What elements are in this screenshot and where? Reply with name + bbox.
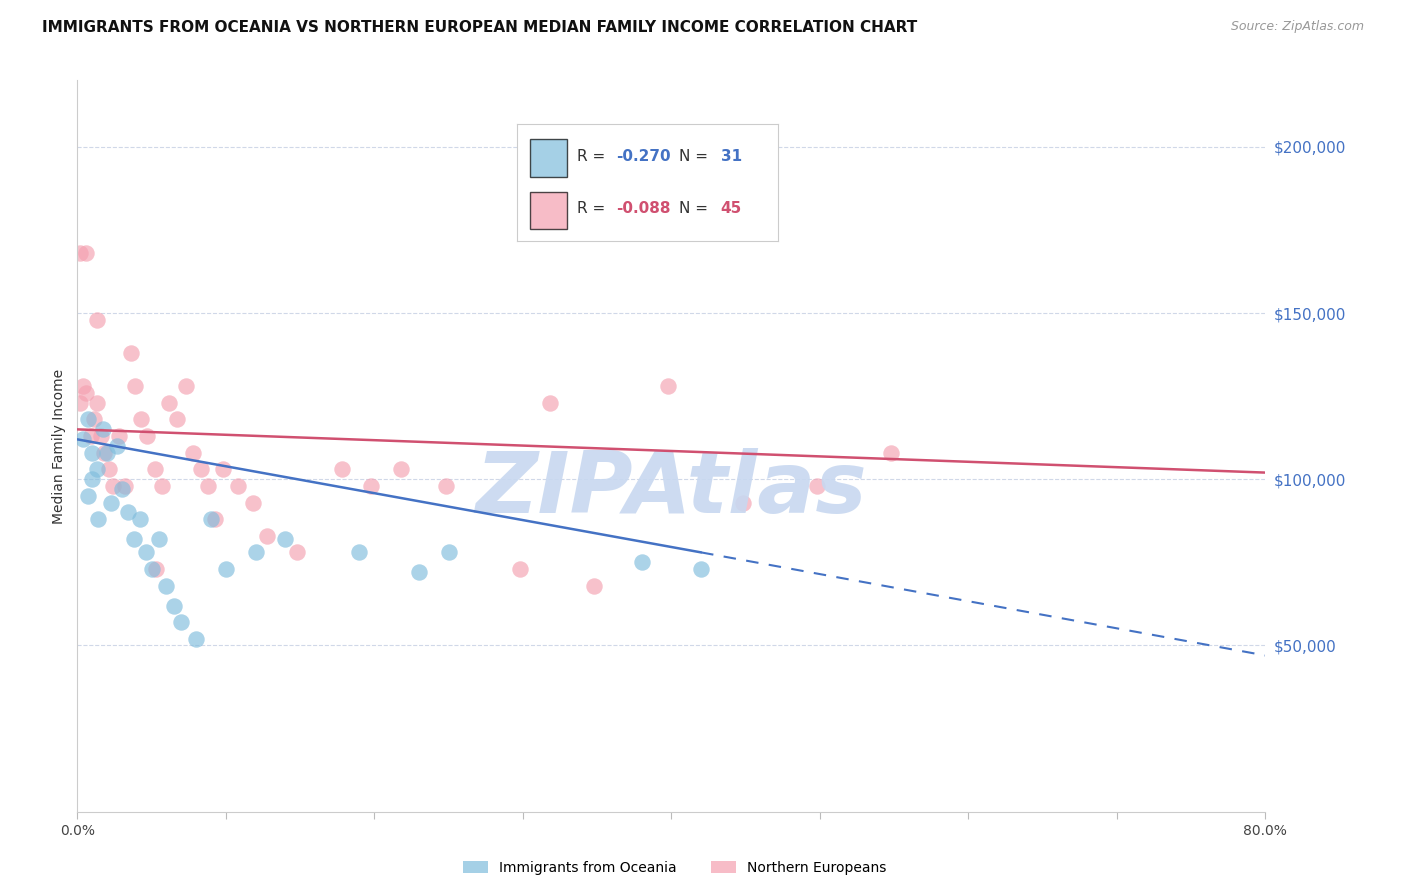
Point bbox=[215, 562, 238, 576]
Text: N =: N = bbox=[679, 150, 713, 164]
Point bbox=[389, 462, 412, 476]
Y-axis label: Median Family Income: Median Family Income bbox=[52, 368, 66, 524]
Point bbox=[806, 479, 828, 493]
Text: R =: R = bbox=[576, 150, 610, 164]
Point bbox=[91, 422, 114, 436]
Point bbox=[157, 396, 180, 410]
Point bbox=[69, 246, 91, 260]
Point bbox=[360, 479, 382, 493]
Text: IMMIGRANTS FROM OCEANIA VS NORTHERN EUROPEAN MEDIAN FAMILY INCOME CORRELATION CH: IMMIGRANTS FROM OCEANIA VS NORTHERN EURO… bbox=[42, 20, 918, 35]
Point bbox=[75, 246, 97, 260]
Point bbox=[120, 346, 142, 360]
Point bbox=[96, 445, 118, 459]
Point bbox=[509, 562, 531, 576]
Point bbox=[129, 412, 152, 426]
Point bbox=[69, 396, 91, 410]
Point bbox=[101, 479, 124, 493]
Point bbox=[330, 462, 353, 476]
Point bbox=[148, 532, 170, 546]
FancyBboxPatch shape bbox=[530, 139, 567, 177]
Point bbox=[437, 545, 460, 559]
Point bbox=[122, 532, 145, 546]
Point bbox=[583, 579, 606, 593]
Point bbox=[108, 429, 131, 443]
Point bbox=[170, 615, 193, 630]
Point bbox=[143, 462, 166, 476]
Point bbox=[72, 433, 94, 447]
Point bbox=[128, 512, 150, 526]
Point bbox=[181, 445, 204, 459]
Legend: Immigrants from Oceania, Northern Europeans: Immigrants from Oceania, Northern Europe… bbox=[457, 855, 893, 880]
Point bbox=[200, 512, 222, 526]
Point bbox=[155, 579, 177, 593]
FancyBboxPatch shape bbox=[530, 192, 567, 229]
Point bbox=[86, 462, 108, 476]
Point bbox=[86, 396, 108, 410]
Point bbox=[657, 379, 679, 393]
Point bbox=[93, 445, 115, 459]
Point bbox=[204, 512, 226, 526]
Text: -0.088: -0.088 bbox=[616, 201, 671, 216]
Point bbox=[212, 462, 235, 476]
Point bbox=[76, 412, 98, 426]
Point bbox=[80, 429, 103, 443]
Point bbox=[690, 562, 713, 576]
Point bbox=[285, 545, 308, 559]
Point bbox=[163, 599, 186, 613]
Point bbox=[141, 562, 163, 576]
Point bbox=[76, 489, 98, 503]
Point bbox=[124, 379, 146, 393]
Point bbox=[97, 462, 120, 476]
Text: -0.270: -0.270 bbox=[616, 150, 671, 164]
Point bbox=[86, 312, 108, 326]
Point bbox=[72, 379, 94, 393]
Point bbox=[87, 512, 110, 526]
Point bbox=[197, 479, 219, 493]
Point bbox=[242, 495, 264, 509]
Point bbox=[145, 562, 167, 576]
Point bbox=[538, 396, 561, 410]
Point bbox=[434, 479, 457, 493]
Point bbox=[107, 439, 129, 453]
Point bbox=[731, 495, 754, 509]
Point bbox=[136, 429, 159, 443]
Text: 45: 45 bbox=[721, 201, 742, 216]
Point bbox=[90, 429, 112, 443]
Point bbox=[100, 495, 122, 509]
Point bbox=[117, 506, 139, 520]
Point bbox=[226, 479, 249, 493]
Text: 31: 31 bbox=[721, 150, 742, 164]
Point bbox=[349, 545, 371, 559]
Point bbox=[408, 566, 430, 580]
Point bbox=[82, 445, 104, 459]
Point bbox=[75, 385, 97, 400]
Point bbox=[114, 479, 136, 493]
Point bbox=[880, 445, 903, 459]
Point bbox=[245, 545, 267, 559]
Point bbox=[174, 379, 197, 393]
Point bbox=[630, 555, 652, 569]
Point bbox=[111, 482, 134, 496]
Text: Source: ZipAtlas.com: Source: ZipAtlas.com bbox=[1230, 20, 1364, 33]
Point bbox=[82, 472, 104, 486]
Point bbox=[83, 412, 105, 426]
Point bbox=[186, 632, 208, 646]
Text: ZIPAtlas: ZIPAtlas bbox=[475, 449, 868, 532]
Point bbox=[190, 462, 212, 476]
Text: N =: N = bbox=[679, 201, 713, 216]
Point bbox=[150, 479, 173, 493]
Point bbox=[256, 529, 278, 543]
Point bbox=[274, 532, 297, 546]
Point bbox=[135, 545, 157, 559]
Point bbox=[166, 412, 188, 426]
Text: R =: R = bbox=[576, 201, 610, 216]
